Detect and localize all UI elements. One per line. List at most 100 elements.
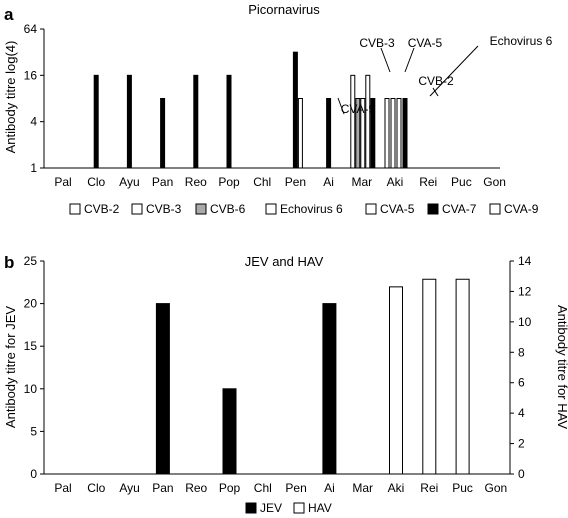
chart-b-y-tick-label-right: 14: [518, 254, 532, 268]
chart-a-bar-cva-7-pen: [292, 51, 298, 169]
chart-a-bar-cva-5-mar: [365, 74, 371, 169]
chart-a-legend-swatch-cvb-3: [131, 203, 143, 215]
chart-b-x-tick-label: Chl: [254, 481, 272, 495]
callout-line-cva9: [337, 97, 345, 115]
chart-b-y-tick-label: 20: [24, 297, 38, 311]
chart-a-bar-cva-7-clo: [93, 74, 99, 169]
chart-a-legend-label-cvb-2: CVB-2: [84, 202, 120, 216]
chart-a-x-tick-label: Pop: [218, 175, 240, 189]
chart-a-title: Picornavirus: [248, 2, 320, 17]
chart-a-x-tick-label: Aki: [387, 175, 404, 189]
chart-a-bars: [93, 51, 408, 169]
chart-a-bar-cva-9-pen: [297, 98, 303, 169]
chart-a-bar-cvb-3-mar: [350, 74, 356, 169]
chart-a-legend-label-cva-5: CVA-5: [380, 202, 415, 216]
chart-a-legend-label-cvb-3: CVB-3: [146, 202, 182, 216]
callout-line-cvb2: [432, 87, 439, 97]
chart-a-legend-label-cva-9: CVA-9: [504, 202, 539, 216]
chart-a-x-tick-label: Reo: [185, 175, 207, 189]
chart-b-legend: JEV HAV: [245, 501, 332, 515]
chart-a-y-tick-label: 4: [30, 115, 37, 129]
chart-a-x-tick-label: Gon: [483, 175, 506, 189]
chart-a-bar-cva-7-reo: [193, 74, 199, 169]
chart-b-y-tick-label-right: 2: [518, 437, 525, 451]
chart-b-x-tick-label: Gon: [485, 481, 508, 495]
chart-a-legend-swatch-echovirus-6: [265, 203, 277, 215]
callout-line-echovirus6: [429, 45, 479, 97]
chart-b-x-tick-label: Mar: [352, 481, 373, 495]
chart-b-x-tick-label: Puc: [452, 481, 473, 495]
chart-b-bar-hav-aki: [389, 286, 403, 475]
chart-b-x-tick-label: Aki: [388, 481, 405, 495]
chart-b-x-tick-label: Clo: [87, 481, 105, 495]
chart-a-y-ticks: 1 4 16 64: [24, 22, 44, 175]
chart-b-x-tick-label: Pan: [152, 481, 173, 495]
chart-a-legend: CVB-2 CVB-3 CVB-6 Echovirus 6 CVA-5 CVA-7 CVA-…: [69, 202, 539, 216]
chart-b-legend-swatch-jev: [245, 502, 257, 514]
chart-a-x-tick-label: Pen: [285, 175, 306, 189]
callout-cva9: CVA-9: [341, 102, 376, 116]
chart-b-bar-jev-pop: [222, 388, 237, 475]
chart-a-x-tick-label: Ayu: [119, 175, 139, 189]
chart-b-y-axis-label: Antibody titre for JEV: [3, 306, 18, 428]
chart-b-bar-jev-ai: [322, 303, 337, 475]
chart-b-y-tick-label: 5: [30, 424, 37, 438]
chart-a-legend-swatch-cva-9: [489, 203, 501, 215]
chart-b-legend-label-hav: HAV: [308, 501, 332, 515]
chart-a-x-tick-label: Mar: [351, 175, 372, 189]
callout-cva5: CVA-5: [408, 36, 443, 50]
chart-a-legend-label-cva-7: CVA-7: [442, 202, 477, 216]
chart-b-bars: [155, 278, 470, 475]
chart-a-bar-echovirus-6-mar: [360, 98, 366, 169]
chart-a-callout-lines: [337, 45, 479, 115]
chart-a-panel-label: a: [4, 5, 14, 24]
chart-a-legend-swatch-cvb-6: [195, 203, 207, 215]
chart-a-bar-echovirus-6-aki: [384, 98, 390, 169]
chart-a-bar-cva-7-ayu: [126, 74, 132, 169]
chart-b-y-tick-label: 0: [30, 467, 37, 481]
chart-a-x-tick-label: Pal: [54, 175, 71, 189]
chart-b-y-ticks-right: 0 2 4 6 8 10 12 14: [510, 254, 532, 481]
chart-b-x-tick-label: Pop: [219, 481, 241, 495]
chart-b-x-tick-label: Ai: [324, 481, 335, 495]
chart-a-bar-cva-7-aki: [402, 98, 408, 169]
chart-a-x-tick-label: Ai: [323, 175, 334, 189]
chart-b-y-tick-label-right: 8: [518, 345, 525, 359]
chart-b-x-ticks: Pal Clo Ayu Pan Reo Pop Chl Pen Ai Mar Aki Rei Puc Go…: [54, 481, 507, 495]
chart-a-x-ticks: Pal Clo Ayu Pan Reo Pop Chl Pen Ai Mar Aki Rei Puc Go…: [54, 175, 506, 189]
chart-a-bar-cva-7-pan: [160, 98, 166, 169]
chart-b-y-tick-label: 15: [24, 339, 38, 353]
chart-b-x-tick-label: Rei: [420, 481, 438, 495]
chart-b-panel-label: b: [4, 253, 14, 272]
callout-line-cva5: [404, 47, 415, 73]
chart-a-y-axis-label: Antibody titre log(4): [3, 41, 18, 154]
chart-a-bar-cva-7-mar: [370, 98, 376, 169]
chart-a-x-tick-label: Clo: [87, 175, 105, 189]
chart-b-legend-swatch-hav: [293, 502, 305, 514]
chart-a-bar-cva-7-ai: [326, 98, 332, 169]
chart-b-y-ticks: 0 5 10 15 20 25: [24, 254, 44, 481]
chart-a-bar-cva-5-aki: [390, 98, 396, 169]
chart-b: b JEV and HAV Antibody titre for JEV Ant…: [3, 253, 568, 515]
chart-b-x-tick-label: Pal: [54, 481, 71, 495]
callout-cvb3: CVB-3: [359, 36, 395, 50]
chart-b-y-tick-label-right: 4: [518, 406, 525, 420]
chart-b-title: JEV and HAV: [245, 254, 324, 269]
chart-a: a Picornavirus Antibody titre log(4) 141…: [3, 2, 553, 216]
chart-a-legend-label-cvb-6: CVB-6: [210, 202, 246, 216]
chart-a-bar-cvb-2-aki: [396, 98, 402, 169]
chart-b-y-tick-label: 10: [24, 382, 38, 396]
chart-a-x-tick-label: Chl: [253, 175, 271, 189]
chart-b-y-tick-label-right: 12: [518, 284, 532, 298]
chart-b-bar-jev-pan: [155, 303, 170, 475]
chart-b-x-tick-label: Ayu: [119, 481, 139, 495]
chart-b-legend-label-jev: JEV: [260, 501, 282, 515]
chart-b-y-axis-label-right: Antibody titre for HAV: [555, 305, 568, 429]
chart-b-y-tick-label: 25: [24, 254, 38, 268]
chart-b-y-tick-label-right: 0: [518, 467, 525, 481]
callout-line-cvb3: [380, 47, 391, 73]
callout-echovirus6: Echovirus 6: [490, 34, 553, 48]
callout-cvb2: CVB-2: [418, 74, 454, 88]
